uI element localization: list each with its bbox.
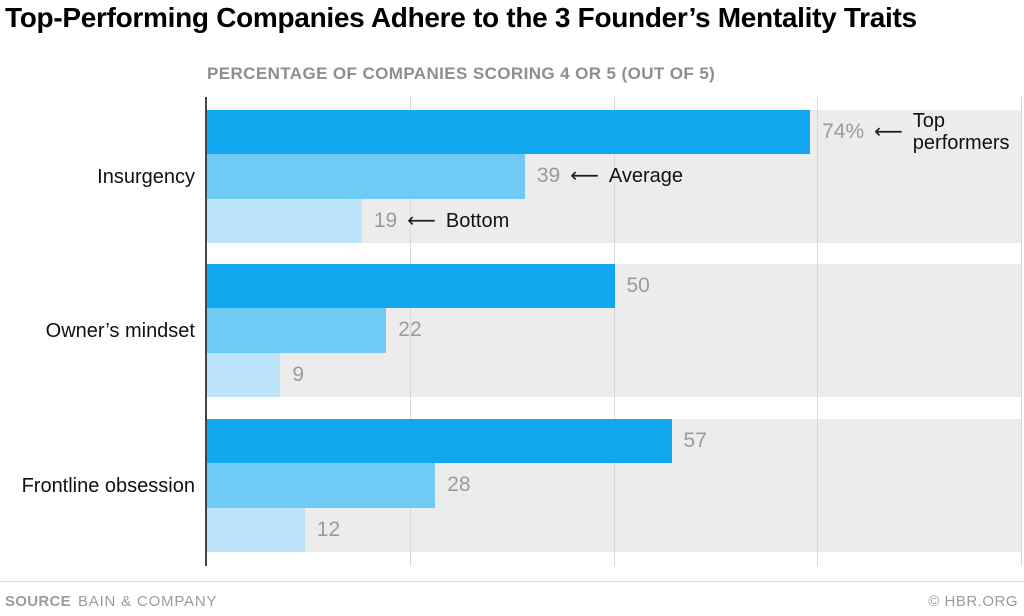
source-label: SOURCE [5,593,71,610]
bar-row-average: 28 [207,463,1022,508]
bar-row-top-performers: 50 [207,264,1022,309]
value-label: 22 [398,318,422,342]
bar-label-group: 74% ⟵ Top performers [822,110,1022,154]
category-label-insurgency: Insurgency [97,165,195,188]
gridline-75 [817,97,819,566]
bar-owner-s-mindset-top-performers [207,264,615,309]
plot-area: 74% ⟵ Top performers 39 ⟵ Average 19 ⟵ Bottom 50 2… [205,97,1022,566]
bar-frontline-obsession-top-performers [207,419,672,464]
source-name: BAIN & COMPANY [77,593,218,610]
bar-frontline-obsession-bottom [207,507,305,552]
bar-insurgency-bottom [207,198,362,243]
bar-owner-s-mindset-average [207,308,387,353]
value-label: 28 [447,473,471,497]
bar-owner-s-mindset-bottom [207,352,281,397]
bar-insurgency-top-performers [207,110,811,155]
category-label-frontline-obsession: Frontline obsession [21,474,195,497]
page-title: Top-Performing Companies Adhere to the 3… [5,2,917,33]
value-label: 12 [316,517,341,541]
left-arrow-icon: ⟵ [874,119,903,144]
bar-label-group: 50 [627,264,650,308]
bar-label-group: 9 [292,353,304,397]
bar-row-top-performers: 57 [207,419,1022,464]
source-line: SOURCE BAIN & COMPANY [5,593,217,610]
bar-group-insurgency: 74% ⟵ Top performers 39 ⟵ Average 19 ⟵ Bottom [207,110,1022,243]
series-annotation-top-performers: Top performers [912,110,1010,155]
value-label: 39 [536,164,561,188]
bar-row-top-performers: 74% ⟵ Top performers [207,110,1022,155]
bar-label-group: 12 [317,508,340,552]
left-arrow-icon: ⟵ [570,163,599,188]
bar-row-bottom: 9 [207,352,1022,397]
chart-subtitle: PERCENTAGE OF COMPANIES SCORING 4 OR 5 (… [207,64,716,83]
bar-row-bottom: 12 [207,507,1022,552]
bar-group-owner-s-mindset: 50 22 9 [207,264,1022,397]
gridline-25 [409,97,411,566]
bar-insurgency-average [207,154,525,199]
footer: SOURCE BAIN & COMPANY © HBR.ORG [0,581,1024,616]
series-annotation-average: Average [608,165,684,188]
bar-frontline-obsession-average [207,463,436,508]
value-label: 57 [683,429,707,453]
bar-label-group: 57 [684,419,707,463]
gridline-50 [613,97,615,566]
value-label: 19 [373,208,398,232]
chart-area: Insurgency Owner’s mindset Frontline obses… [0,97,1024,566]
y-axis-line [205,97,207,566]
gridline-100 [1021,97,1022,566]
bar-label-group: 19 ⟵ Bottom [374,199,509,243]
credit: © HBR.ORG [928,593,1018,610]
series-annotation-bottom: Bottom [445,209,510,232]
bar-row-average: 22 [207,308,1022,353]
category-axis: Insurgency Owner’s mindset Frontline obses… [0,97,195,566]
left-arrow-icon: ⟵ [407,207,436,232]
value-label: 50 [626,274,650,298]
category-label-owner-s-mindset: Owner’s mindset [45,319,195,342]
bar-label-group: 39 ⟵ Average [537,154,683,198]
bar-row-bottom: 19 ⟵ Bottom [207,198,1022,243]
bar-row-average: 39 ⟵ Average [207,154,1022,199]
bar-group-frontline-obsession: 57 28 12 [207,419,1022,552]
bar-label-group: 22 [398,308,421,352]
value-label: 9 [292,362,305,386]
value-label: 74% [822,120,865,144]
bar-label-group: 28 [447,463,470,507]
